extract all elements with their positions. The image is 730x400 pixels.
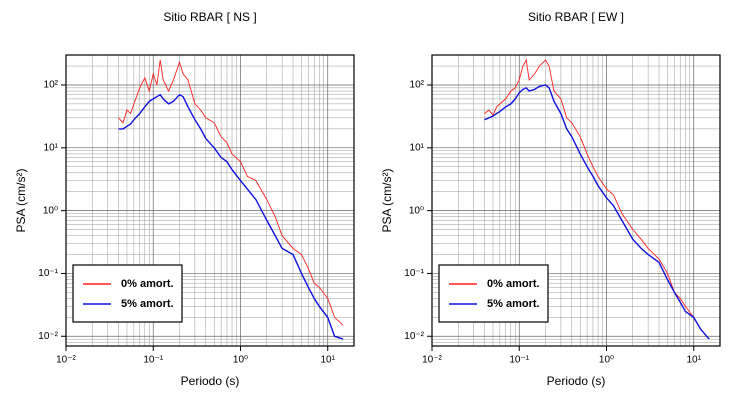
y-axis-label: PSA (cm/s²) [380,168,394,232]
data-line [484,58,710,340]
y-axis-label: PSA (cm/s²) [14,168,28,232]
plot-frame [65,54,355,347]
plot-frame [431,54,721,347]
y-tick-label: 10⁻² [38,331,58,342]
x-axis-label: Periodo (s) [547,374,606,388]
legend-box [72,264,183,323]
y-tick-label: 10⁻² [404,331,424,342]
legend-box [438,264,549,323]
legend-label: 0% amort. [121,278,174,290]
data-line [118,59,344,326]
data-line [484,84,710,340]
x-tick-label: 10⁻¹ [509,355,529,366]
y-tick-label: 10⁻¹ [38,268,58,279]
x-axis-label: Periodo (s) [181,374,240,388]
y-tick-label: 10⁰ [43,205,58,216]
x-tick-label: 10¹ [687,355,702,366]
y-tick-label: 10¹ [44,142,59,153]
y-tick-label: 10⁰ [409,205,424,216]
x-tick-label: 10⁻² [56,355,76,366]
legend-label: 5% amort. [487,298,540,310]
x-tick-label: 10⁻¹ [143,355,163,366]
legend-label: 0% amort. [487,278,540,290]
x-tick-label: 10⁻² [422,355,442,366]
x-tick-label: 10⁰ [233,355,248,366]
y-tick-label: 10¹ [410,142,425,153]
chart-title: Sitio RBAR [ EW ] [528,10,624,24]
x-tick-label: 10¹ [321,355,336,366]
data-line [118,93,344,340]
y-tick-label: 10⁻¹ [404,268,424,279]
y-tick-label: 10² [44,80,59,91]
y-tick-label: 10² [410,80,425,91]
chart-title: Sitio RBAR [ NS ] [163,10,256,24]
x-tick-label: 10⁰ [599,355,614,366]
legend-label: 5% amort. [121,298,174,310]
